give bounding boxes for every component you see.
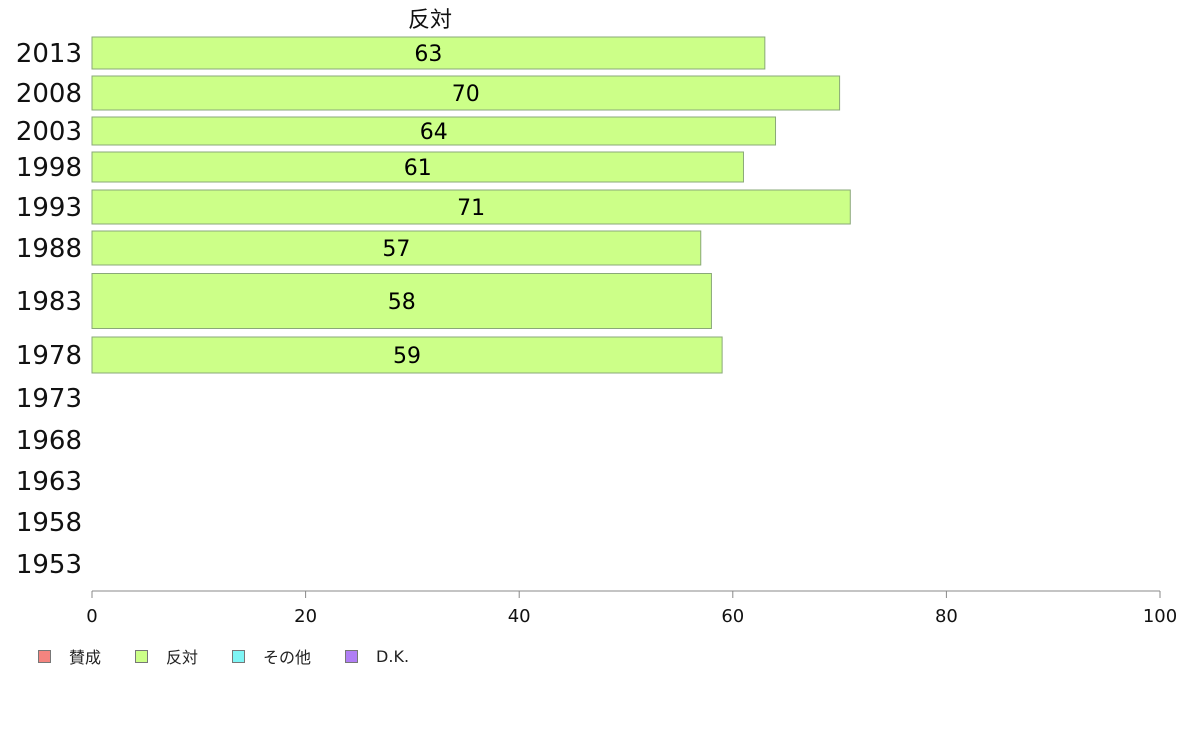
x-tick-label-0: 0 (86, 606, 97, 627)
legend-swatch-sansei (38, 649, 51, 663)
y-tick-label-1993: 1993 (16, 193, 82, 223)
bar-value-label-2008: 70 (452, 82, 480, 107)
bar-1988 (91, 230, 702, 266)
bar-1983 (91, 273, 712, 329)
y-tick-label-1983: 1983 (16, 287, 82, 317)
legend-item-dk[interactable]: D.K. (345, 647, 409, 666)
bar-2003 (91, 116, 777, 146)
y-tick-label-1968: 1968 (16, 426, 82, 456)
legend-label-sansei: 賛成 (69, 648, 102, 667)
bar-value-label-1998: 61 (404, 156, 432, 181)
y-tick-label-2003: 2003 (16, 117, 82, 147)
bar-value-label-1983: 58 (388, 290, 416, 315)
legend-item-sonota[interactable]: その他 (232, 644, 311, 668)
x-tick-label-80: 80 (935, 606, 958, 627)
y-axis-labels: 2013 2008 2003 1998 1993 1988 1983 1978 1973 1968… (16, 39, 82, 580)
legend-label-dk: D.K. (376, 646, 410, 666)
chart-title: 反対 (408, 8, 452, 33)
y-tick-label-1958: 1958 (16, 508, 82, 538)
legend-label-hantai: 反対 (166, 648, 199, 667)
legend: 賛成 反対 その他 D.K. (38, 644, 443, 668)
y-tick-label-1953: 1953 (16, 550, 82, 580)
x-tick-label-100: 100 (1143, 606, 1177, 627)
y-tick-label-1988: 1988 (16, 234, 82, 264)
y-tick-label-1973: 1973 (16, 384, 82, 414)
y-tick-label-2008: 2008 (16, 79, 82, 109)
x-tick-label-40: 40 (508, 606, 531, 627)
bar-1978 (91, 336, 723, 374)
x-axis: 0 20 40 60 80 100 (86, 590, 1177, 627)
bar-1993 (91, 189, 851, 225)
bar-value-label-2003: 64 (420, 120, 448, 145)
legend-item-sansei[interactable]: 賛成 (38, 644, 101, 668)
bar-2008 (91, 75, 841, 111)
y-tick-label-2013: 2013 (16, 39, 82, 69)
legend-swatch-dk (345, 649, 359, 663)
bar-1998 (91, 151, 744, 183)
x-tick-label-20: 20 (294, 606, 317, 627)
bar-value-label-1978: 59 (393, 344, 421, 369)
legend-swatch-sonota (232, 649, 246, 663)
bar-value-label-1988: 57 (382, 237, 410, 262)
y-tick-label-1978: 1978 (16, 341, 82, 371)
legend-item-hantai[interactable]: 反対 (135, 644, 198, 668)
x-tick-label-60: 60 (721, 606, 744, 627)
legend-label-sonota: その他 (263, 648, 312, 667)
legend-swatch-hantai (135, 649, 149, 663)
bar-2013 (91, 36, 766, 70)
bar-value-label-2013: 63 (414, 42, 442, 67)
y-tick-label-1998: 1998 (16, 153, 82, 183)
bar-value-label-1993: 71 (457, 196, 485, 221)
y-tick-label-1963: 1963 (16, 467, 82, 497)
